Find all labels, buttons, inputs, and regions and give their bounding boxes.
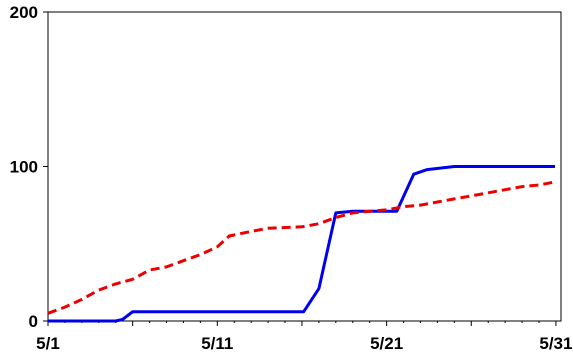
tick-marks xyxy=(43,11,557,326)
x-tick-label: 5/21 xyxy=(370,334,403,353)
series-layer xyxy=(47,165,556,323)
x-tick-label: 5/1 xyxy=(36,334,60,353)
y-tick-label: 200 xyxy=(10,3,38,22)
series-line-blue-solid xyxy=(48,165,555,323)
y-tick-label: 0 xyxy=(29,312,38,331)
x-tick-label: 5/31 xyxy=(539,334,572,353)
series-line-red-dashed xyxy=(47,180,556,315)
x-tick-label: 5/11 xyxy=(201,334,233,353)
y-tick-label: 100 xyxy=(10,158,38,177)
tick-labels: 0 100 200 5/1 5/11 5/21 5/31 xyxy=(10,3,573,353)
